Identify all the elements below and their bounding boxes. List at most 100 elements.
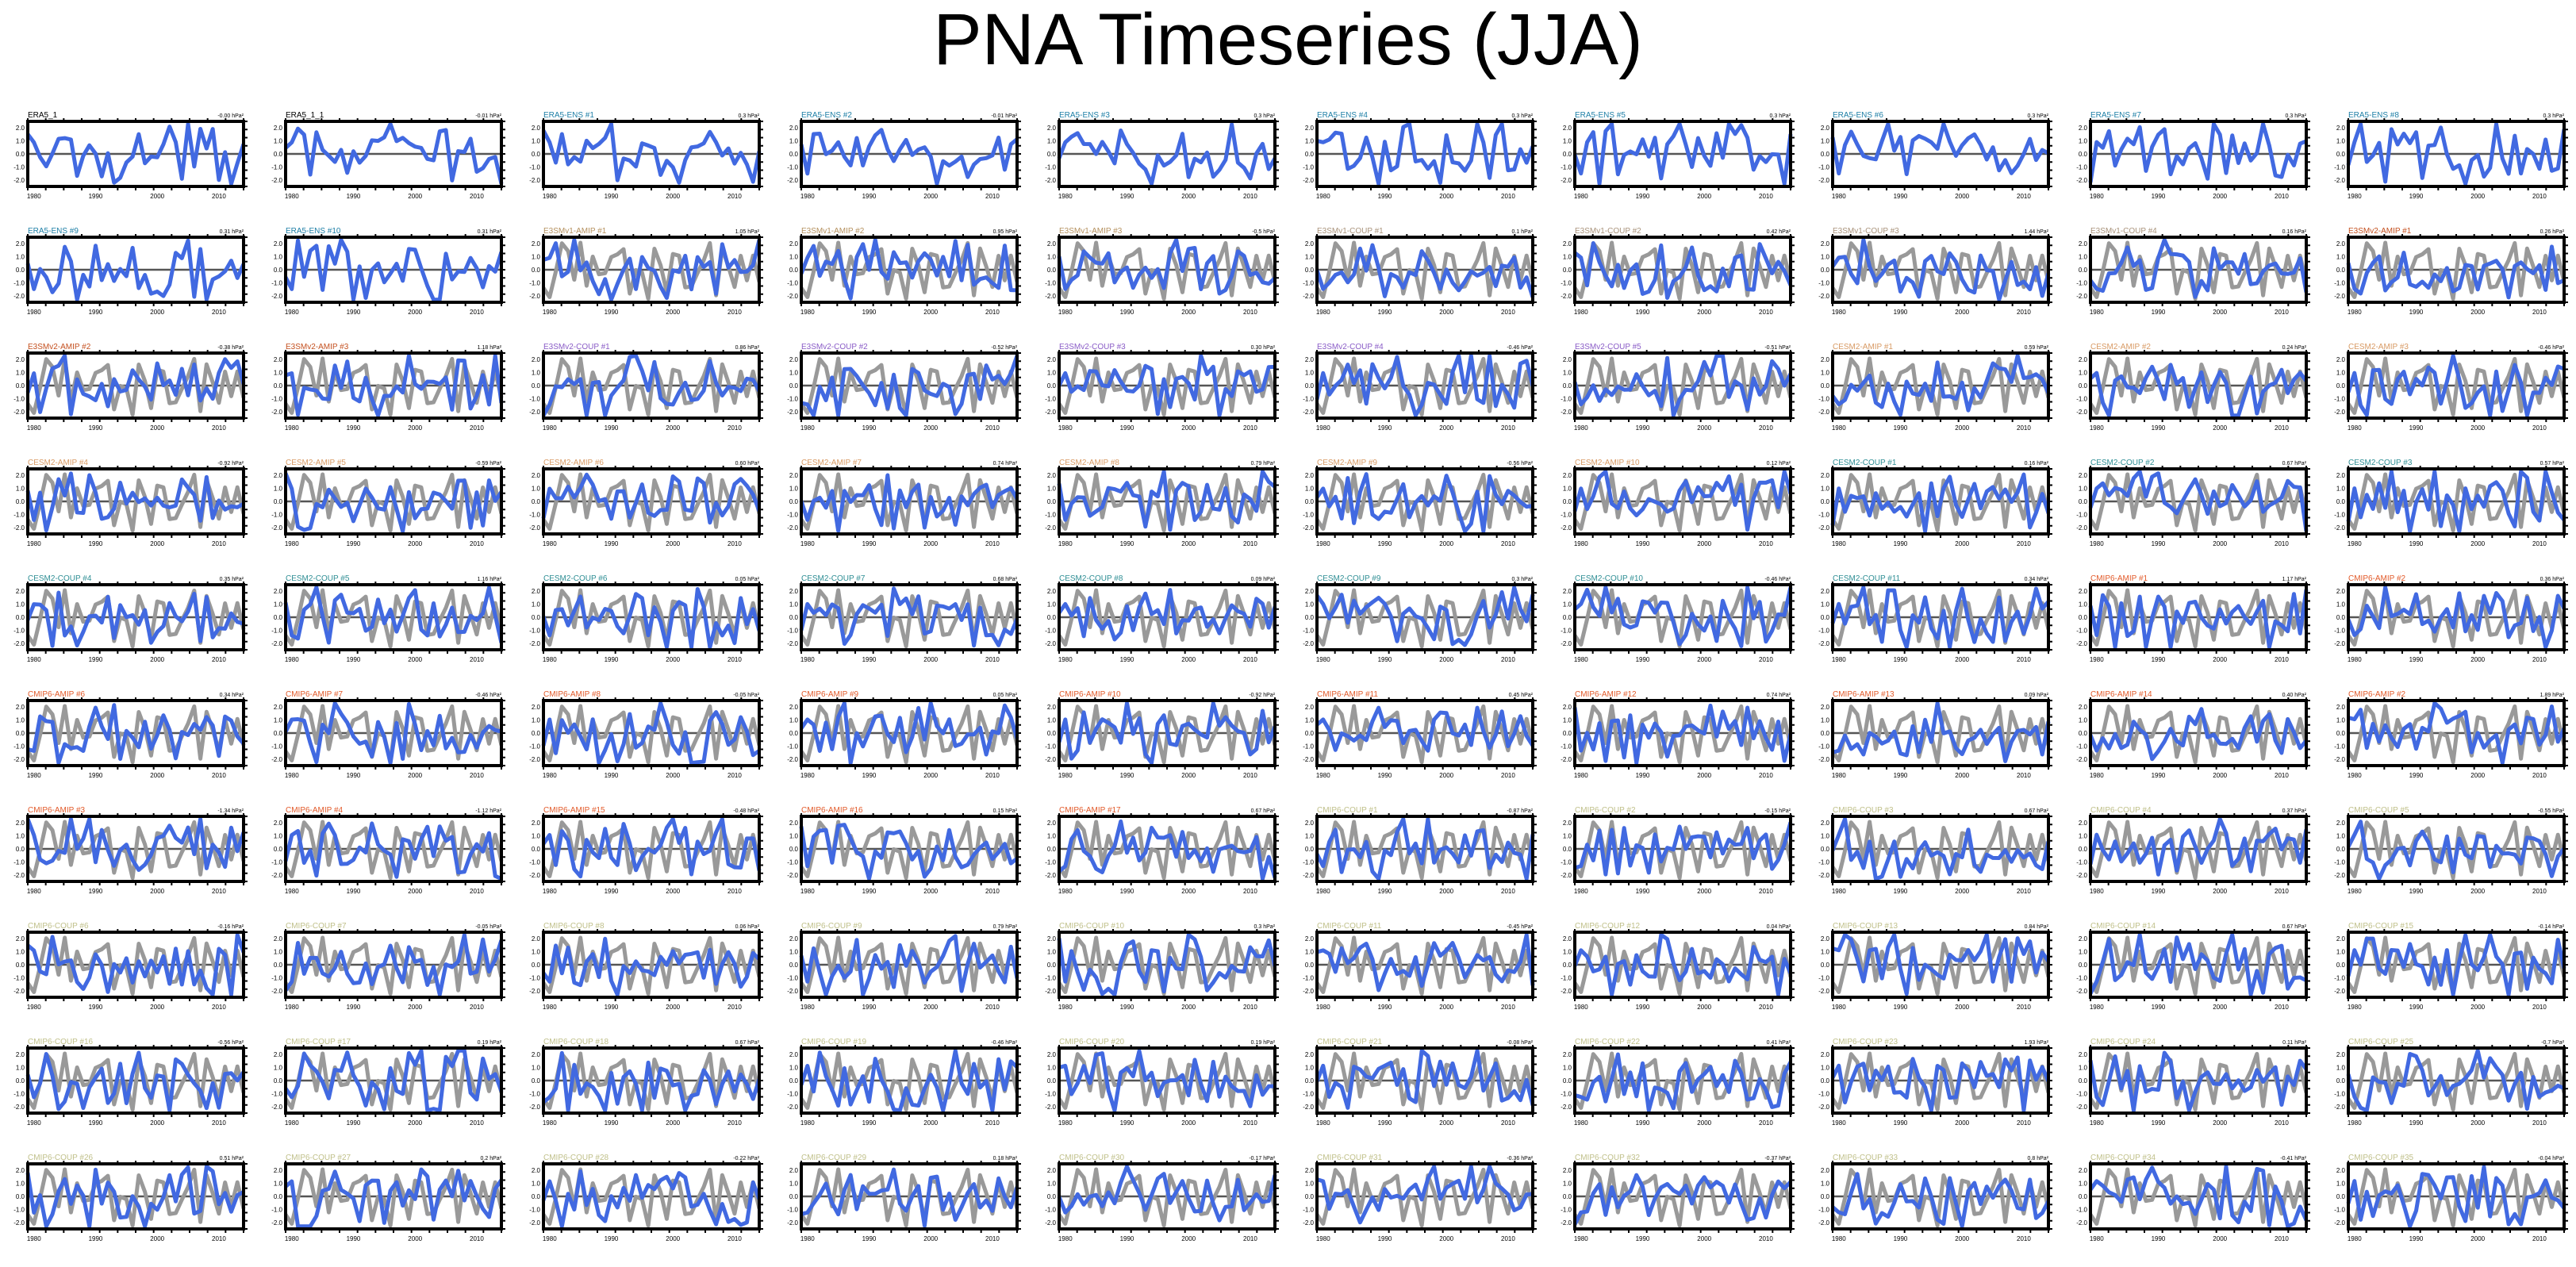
panel-variance: 1.18 hPa² [478, 345, 502, 351]
y-tick-label: -1.0 [1045, 163, 1056, 171]
y-tick-label: -2.0 [2076, 1104, 2087, 1111]
y-tick-label: -1.0 [2334, 743, 2345, 750]
x-tick-label: 1990 [862, 193, 877, 200]
y-tick-label: -2.0 [1303, 872, 1314, 879]
x-tick-label: 2010 [1501, 540, 1515, 547]
y-tick-label: 2.0 [789, 1051, 799, 1058]
y-tick-label: 1.0 [1821, 486, 1830, 493]
y-tick-label: 1.0 [1563, 833, 1572, 840]
x-tick-label: 2010 [1759, 772, 1773, 779]
panel-variance: -0.36 hPa² [1507, 1156, 1533, 1161]
panel-title: CMIP6-COUP #10 [1059, 922, 1125, 931]
panel-variance: 0.3 hPa² [2286, 113, 2307, 119]
x-tick-label: 1980 [1058, 772, 1073, 779]
x-tick-label: 2010 [727, 309, 742, 316]
panel-title: CMIP6-COUP #16 [28, 1038, 94, 1046]
y-tick-label: 0.0 [1821, 498, 1830, 505]
y-tick-label: 2.0 [2079, 704, 2088, 711]
y-tick-label: -2.0 [787, 640, 798, 647]
x-tick-label: 2010 [212, 193, 226, 200]
y-tick-label: 0.0 [1047, 267, 1057, 274]
panel-plot: CMIP6-COUP #25-0.7 hPa²2.01.00.0-1.0-2.0… [2322, 1035, 2576, 1151]
y-tick-label: 1.0 [2079, 717, 2088, 724]
y-tick-label: -2.0 [2334, 409, 2345, 416]
x-tick-label: 1990 [347, 309, 361, 316]
y-tick-label: 2.0 [1305, 240, 1315, 248]
y-tick-label: -2.0 [1045, 524, 1056, 532]
panel-title: CESM2-COUP #11 [1833, 574, 1901, 583]
y-tick-label: 2.0 [2336, 935, 2346, 943]
x-tick-label: 1990 [2409, 772, 2424, 779]
x-tick-label: 2000 [2213, 424, 2227, 432]
y-tick-label: -1.0 [2334, 974, 2345, 981]
panel-variance: 0.26 hPa² [2540, 229, 2565, 235]
y-tick-label: 0.0 [274, 1193, 283, 1200]
panel-title: CMIP6-COUP #8 [543, 922, 605, 931]
x-tick-label: 1990 [1894, 772, 1908, 779]
y-tick-label: -1.0 [787, 279, 798, 286]
y-tick-label: 2.0 [1305, 472, 1315, 479]
x-tick-label: 2000 [1439, 193, 1453, 200]
y-tick-label: -2.0 [1303, 756, 1314, 763]
x-tick-label: 1980 [285, 424, 299, 432]
x-tick-label: 2010 [2275, 772, 2289, 779]
y-tick-label: -2.0 [1045, 640, 1056, 647]
panel-plot: CMIP6-COUP #16-0.56 hPa²2.01.00.0-1.0-2.… [2, 1035, 259, 1151]
y-tick-label: 1.0 [1047, 254, 1057, 261]
y-tick-label: -2.0 [1561, 524, 1572, 532]
x-tick-label: 1980 [285, 193, 299, 200]
x-tick-label: 2010 [2017, 888, 2031, 895]
y-tick-label: -2.0 [1045, 988, 1056, 995]
x-tick-label: 2010 [2532, 772, 2547, 779]
x-tick-label: 2000 [1181, 772, 1196, 779]
y-tick-label: 2.0 [2079, 820, 2088, 827]
x-tick-label: 1990 [1636, 656, 1650, 663]
y-tick-label: 0.0 [1563, 962, 1572, 969]
y-tick-label: 0.0 [2079, 498, 2088, 505]
panel-variance: 0.74 hPa² [1767, 693, 1791, 698]
y-tick-label: 0.0 [16, 382, 25, 390]
x-tick-label: 1990 [1894, 1004, 1908, 1011]
y-tick-label: -2.0 [1045, 1219, 1056, 1227]
y-tick-label: 0.0 [274, 730, 283, 737]
y-tick-label: 0.0 [2079, 267, 2088, 274]
x-tick-label: 1990 [605, 772, 619, 779]
y-tick-label: 2.0 [2336, 472, 2346, 479]
x-tick-label: 2000 [1955, 1119, 1969, 1127]
x-tick-label: 1980 [27, 424, 41, 432]
x-tick-label: 1990 [1636, 1004, 1650, 1011]
x-tick-label: 1990 [1120, 772, 1134, 779]
panel-title: CMIP6-AMIP #4 [286, 806, 343, 815]
x-tick-label: 2000 [2213, 888, 2227, 895]
panel-title: CMIP6-AMIP #14 [2090, 690, 2152, 699]
y-tick-label: 2.0 [2336, 704, 2346, 711]
x-tick-label: 1980 [285, 772, 299, 779]
panel-title: CMIP6-COUP #7 [286, 922, 347, 931]
x-tick-label: 2010 [727, 888, 742, 895]
y-tick-label: -1.0 [1818, 627, 1829, 634]
y-tick-label: 2.0 [1047, 125, 1057, 132]
panel-variance: 0.60 hPa² [735, 461, 760, 466]
y-tick-label: 2.0 [1047, 588, 1057, 595]
panel-title: CMIP6-COUP #19 [801, 1038, 867, 1046]
y-tick-label: 2.0 [789, 588, 799, 595]
panel-variance: 0.3 hPa² [1512, 113, 1534, 119]
x-tick-label: 2000 [2470, 656, 2485, 663]
x-tick-label: 1990 [89, 1235, 103, 1242]
x-tick-label: 1990 [347, 1004, 361, 1011]
y-tick-label: 2.0 [16, 356, 25, 363]
